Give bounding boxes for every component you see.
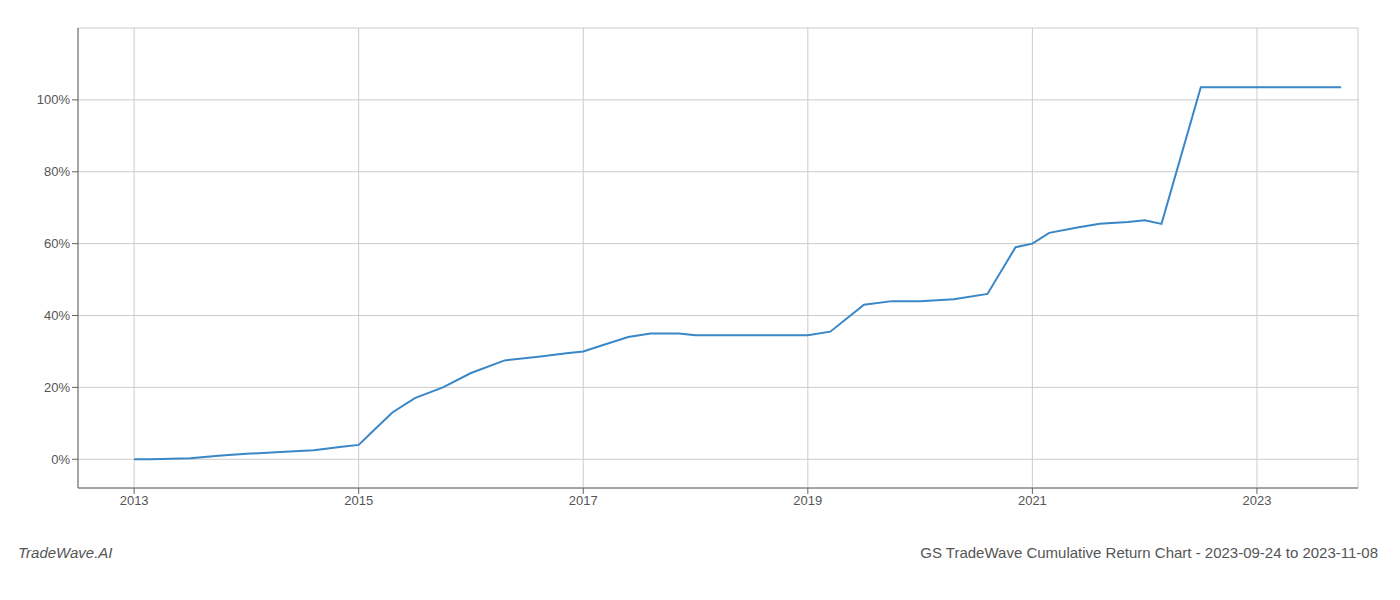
html-text:TradeWave.AI: TradeWave.AI [18, 544, 113, 561]
svg-text:40%: 40% [44, 308, 70, 323]
svg-text:60%: 60% [44, 236, 70, 251]
svg-text:100%: 100% [37, 92, 71, 107]
svg-text:2013: 2013 [120, 493, 149, 508]
svg-text:20%: 20% [44, 380, 70, 395]
svg-text:0%: 0% [51, 452, 70, 467]
svg-text:2021: 2021 [1018, 493, 1047, 508]
html-text:GS TradeWave Cumulative Return: GS TradeWave Cumulative Return Chart - 2… [920, 544, 1378, 561]
svg-text:2017: 2017 [569, 493, 598, 508]
svg-text:2019: 2019 [793, 493, 822, 508]
svg-text:2015: 2015 [344, 493, 373, 508]
svg-text:80%: 80% [44, 164, 70, 179]
svg-text:2023: 2023 [1242, 493, 1271, 508]
